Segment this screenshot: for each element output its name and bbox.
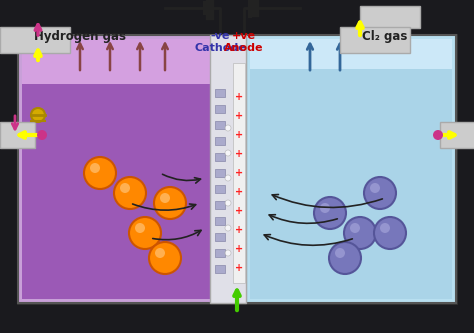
Circle shape: [149, 242, 181, 274]
Text: Cl₂ gas: Cl₂ gas: [362, 30, 408, 43]
Circle shape: [114, 177, 146, 209]
Circle shape: [350, 223, 360, 233]
Circle shape: [364, 177, 396, 209]
Text: +: +: [235, 130, 243, 140]
Circle shape: [344, 217, 376, 249]
Text: +: +: [235, 92, 243, 102]
Circle shape: [374, 217, 406, 249]
FancyBboxPatch shape: [215, 249, 225, 257]
Circle shape: [225, 225, 231, 231]
FancyBboxPatch shape: [215, 265, 225, 273]
Text: +: +: [235, 187, 243, 197]
Text: +: +: [235, 168, 243, 178]
Circle shape: [320, 203, 330, 213]
Circle shape: [31, 108, 45, 122]
FancyBboxPatch shape: [246, 35, 456, 303]
Text: +ve
Anode: +ve Anode: [224, 31, 264, 53]
Circle shape: [380, 223, 390, 233]
Circle shape: [120, 183, 130, 193]
FancyBboxPatch shape: [215, 217, 225, 225]
Text: +: +: [235, 225, 243, 235]
Text: +: +: [235, 263, 243, 273]
FancyBboxPatch shape: [215, 121, 225, 129]
Circle shape: [84, 157, 116, 189]
FancyBboxPatch shape: [215, 185, 225, 193]
Circle shape: [335, 248, 345, 258]
Circle shape: [155, 248, 165, 258]
Circle shape: [90, 163, 100, 173]
FancyBboxPatch shape: [215, 233, 225, 241]
Circle shape: [37, 130, 47, 140]
FancyBboxPatch shape: [0, 27, 70, 53]
Text: +: +: [235, 149, 243, 159]
Text: +: +: [235, 111, 243, 121]
FancyBboxPatch shape: [215, 153, 225, 161]
Circle shape: [225, 150, 231, 156]
FancyBboxPatch shape: [440, 122, 474, 148]
FancyBboxPatch shape: [22, 84, 224, 299]
Text: -ve
Cathode: -ve Cathode: [194, 31, 246, 53]
FancyBboxPatch shape: [18, 35, 228, 303]
FancyBboxPatch shape: [215, 105, 225, 113]
FancyBboxPatch shape: [340, 27, 410, 53]
Circle shape: [154, 187, 186, 219]
Circle shape: [329, 242, 361, 274]
Circle shape: [225, 200, 231, 206]
Text: +: +: [235, 206, 243, 216]
Circle shape: [370, 183, 380, 193]
FancyBboxPatch shape: [0, 122, 35, 148]
Circle shape: [225, 250, 231, 256]
Circle shape: [225, 125, 231, 131]
FancyBboxPatch shape: [215, 137, 225, 145]
Circle shape: [314, 197, 346, 229]
Text: +: +: [235, 244, 243, 254]
FancyBboxPatch shape: [210, 35, 246, 303]
FancyBboxPatch shape: [360, 6, 420, 28]
FancyBboxPatch shape: [250, 39, 452, 69]
FancyBboxPatch shape: [215, 89, 225, 97]
FancyBboxPatch shape: [250, 69, 452, 299]
Text: Hydrogen gas: Hydrogen gas: [34, 30, 126, 43]
FancyBboxPatch shape: [233, 63, 245, 283]
Circle shape: [135, 223, 145, 233]
FancyBboxPatch shape: [22, 39, 224, 84]
Circle shape: [160, 193, 170, 203]
FancyBboxPatch shape: [215, 201, 225, 209]
FancyBboxPatch shape: [215, 169, 225, 177]
Circle shape: [433, 130, 443, 140]
Circle shape: [225, 175, 231, 181]
Circle shape: [129, 217, 161, 249]
